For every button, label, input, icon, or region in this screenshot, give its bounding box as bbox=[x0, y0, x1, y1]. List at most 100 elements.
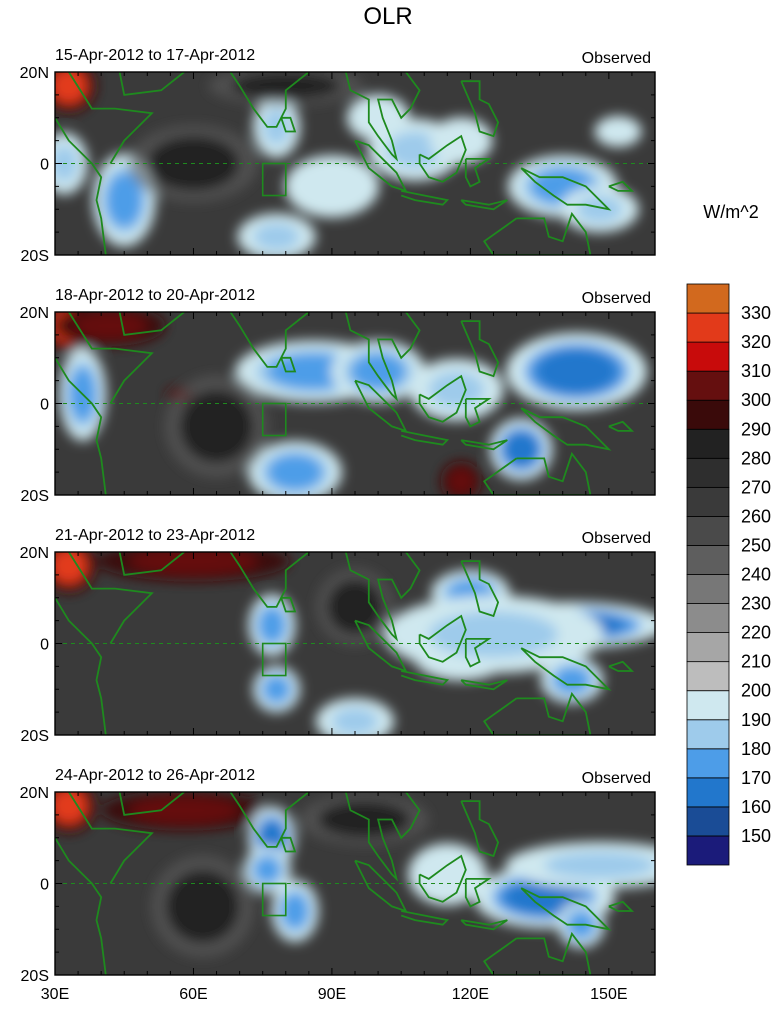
olr-feature bbox=[258, 606, 286, 644]
y-tick-label: 20N bbox=[20, 65, 49, 82]
colorbar-segment bbox=[686, 457, 730, 488]
olr-feature bbox=[350, 353, 406, 390]
colorbar-segment bbox=[686, 719, 730, 750]
map-panel-1: 20N 0 20S 15-Apr-2012 to 17-Apr-2012 Observe… bbox=[20, 47, 656, 265]
olr-feature bbox=[447, 467, 475, 495]
colorbar-label: 200 bbox=[741, 681, 771, 701]
colorbar-segment bbox=[686, 632, 730, 663]
study-box bbox=[261, 882, 287, 917]
colorbar-label: 260 bbox=[741, 506, 771, 526]
olr-feature bbox=[179, 389, 254, 463]
olr-feature bbox=[267, 453, 323, 491]
panel-period: 24-Apr-2012 to 26-Apr-2012 bbox=[55, 767, 255, 784]
colorbar-segment bbox=[686, 574, 730, 604]
x-tick-label: 90E bbox=[318, 986, 346, 1003]
x-axis-labels: 30E 60E 90E 120E 150E bbox=[41, 986, 628, 1003]
colorbar-label: 150 bbox=[741, 826, 771, 846]
olr-feature bbox=[604, 122, 632, 141]
x-tick-label: 120E bbox=[452, 986, 489, 1003]
colorbar-label: 170 bbox=[741, 768, 771, 788]
panel-label: Observed bbox=[582, 530, 651, 547]
map-panel-2: 20N 0 20S 18-Apr-2012 to 20-Apr-2012 Observe… bbox=[20, 287, 656, 505]
colorbar-label: 220 bbox=[741, 623, 771, 643]
colorbar-label: 180 bbox=[741, 739, 771, 759]
olr-feature bbox=[128, 796, 240, 825]
olr-feature bbox=[327, 579, 383, 635]
olr-feature bbox=[331, 707, 379, 735]
colorbar-label: 210 bbox=[741, 652, 771, 672]
colorbar: 150 160 170 180 190 200 210 220 230 240 250 260 270 2… bbox=[686, 283, 771, 866]
olr-feature bbox=[253, 856, 282, 884]
colorbar-segment bbox=[686, 283, 730, 314]
y-tick-label: 20S bbox=[21, 728, 49, 745]
colorbar-segment bbox=[686, 399, 730, 430]
colorbar-label: 230 bbox=[741, 594, 771, 614]
olr-feature bbox=[128, 552, 259, 575]
coastlines bbox=[55, 792, 635, 975]
x-tick-label: 60E bbox=[179, 986, 207, 1003]
colorbar-label: 270 bbox=[741, 477, 771, 497]
olr-feature bbox=[576, 195, 623, 223]
colorbar-segment bbox=[686, 806, 730, 837]
panel-label: Observed bbox=[582, 770, 651, 787]
study-box bbox=[261, 402, 287, 437]
map-panel-4: 20N 0 20S 24-Apr-2012 to 26-Apr-2012 Observe… bbox=[20, 767, 656, 985]
y-tick-label: 0 bbox=[40, 397, 49, 414]
colorbar-segment bbox=[686, 312, 730, 343]
y-tick-label: 20S bbox=[21, 488, 49, 505]
olr-feature bbox=[544, 851, 655, 879]
y-tick-label: 20N bbox=[20, 545, 49, 562]
olr-feature bbox=[55, 792, 88, 825]
chart-title: OLR bbox=[363, 3, 412, 30]
y-tick-label: 20S bbox=[21, 968, 49, 985]
y-tick-label: 20S bbox=[21, 248, 49, 265]
colorbar-label: 310 bbox=[741, 361, 771, 381]
colorbar-label: 160 bbox=[741, 797, 771, 817]
y-tick-label: 0 bbox=[40, 637, 49, 654]
colorbar-segment bbox=[686, 835, 730, 866]
colorbar-segment bbox=[686, 486, 730, 517]
colorbar-segment bbox=[686, 748, 730, 779]
olr-feature bbox=[105, 172, 143, 228]
colorbar-units: W/m^2 bbox=[703, 202, 758, 222]
map-panel-3: 20N 0 20S 21-Apr-2012 to 23-Apr-2012 Observe… bbox=[20, 527, 656, 745]
olr-feature bbox=[442, 126, 480, 155]
x-tick-label: 150E bbox=[590, 986, 627, 1003]
colorbar-label: 320 bbox=[741, 332, 771, 352]
panel-period: 18-Apr-2012 to 20-Apr-2012 bbox=[55, 287, 255, 304]
olr-feature bbox=[165, 869, 240, 943]
colorbar-label: 330 bbox=[741, 303, 771, 323]
olr-feature bbox=[553, 666, 591, 694]
olr-feature bbox=[281, 892, 309, 930]
panel-period: 21-Apr-2012 to 23-Apr-2012 bbox=[55, 527, 255, 544]
olr-feature bbox=[502, 430, 540, 468]
colorbar-label: 290 bbox=[741, 419, 771, 439]
olr-feature bbox=[73, 312, 148, 340]
study-box bbox=[261, 162, 287, 197]
y-tick-label: 20N bbox=[20, 305, 49, 322]
y-tick-label: 20N bbox=[20, 785, 49, 802]
colorbar-segment bbox=[686, 661, 730, 692]
colorbar-segment bbox=[686, 777, 730, 808]
study-box bbox=[261, 642, 287, 677]
colorbar-label: 300 bbox=[741, 390, 771, 410]
olr-feature bbox=[535, 348, 619, 395]
panel-label: Observed bbox=[582, 290, 651, 307]
panel-period: 15-Apr-2012 to 17-Apr-2012 bbox=[55, 47, 255, 64]
x-tick-label: 30E bbox=[41, 986, 69, 1003]
colorbar-segment bbox=[686, 690, 730, 721]
coastlines bbox=[55, 312, 635, 495]
colorbar-label: 280 bbox=[741, 448, 771, 468]
colorbar-segment bbox=[686, 545, 730, 575]
olr-feature bbox=[55, 72, 88, 105]
olr-feature bbox=[318, 801, 411, 838]
olr-feature bbox=[230, 72, 342, 100]
colorbar-segment bbox=[686, 370, 730, 401]
olr-feature bbox=[55, 552, 88, 585]
colorbar-segment bbox=[686, 603, 730, 633]
olr-feature bbox=[304, 168, 360, 205]
map-panels: 20N 0 20S 15-Apr-2012 to 17-Apr-2012 Observe… bbox=[20, 47, 656, 985]
coastlines bbox=[55, 72, 635, 255]
olr-feature bbox=[253, 222, 300, 251]
